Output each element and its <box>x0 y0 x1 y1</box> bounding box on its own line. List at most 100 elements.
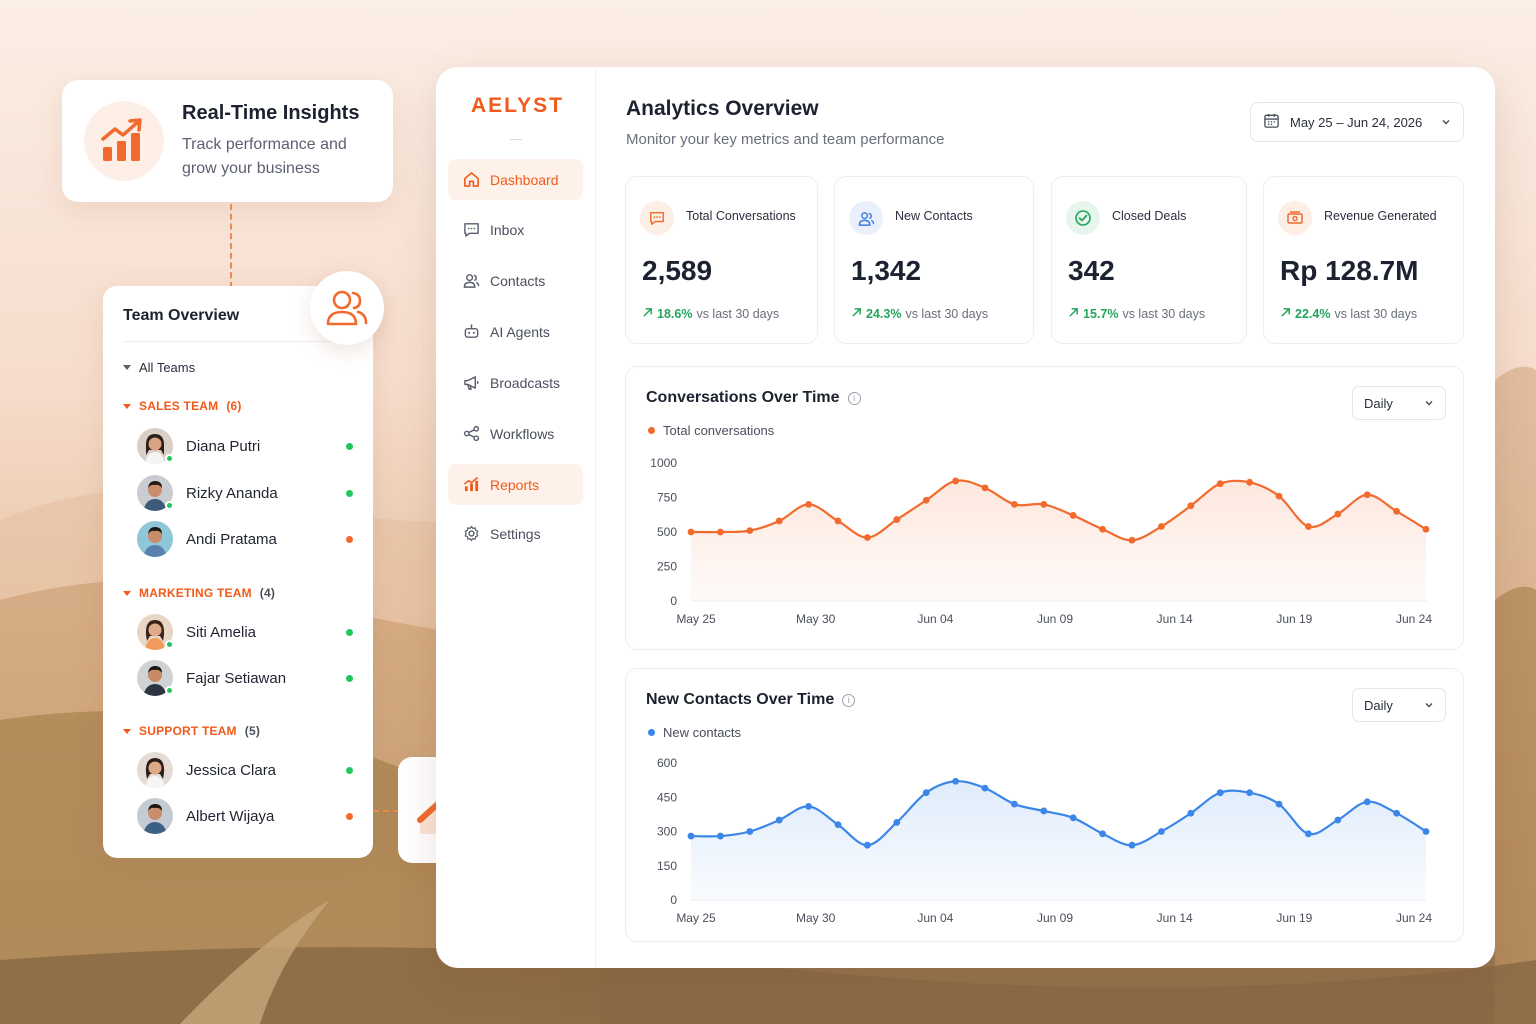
period-select[interactable]: Daily <box>1352 386 1446 420</box>
sidebar-item-dashboard[interactable]: Dashboard <box>448 159 583 200</box>
data-point <box>1393 809 1400 817</box>
team-member[interactable]: Rizky Ananda <box>137 474 353 512</box>
team-member[interactable]: Andi Pratama <box>137 520 353 558</box>
data-point <box>687 528 695 536</box>
kpi-card-new-contacts[interactable]: New Contacts 1,342 24.3% vs last 30 days <box>834 176 1034 344</box>
data-point <box>981 484 989 492</box>
data-point <box>1011 501 1018 508</box>
data-point <box>717 832 724 840</box>
kpi-delta-suffix: vs last 30 days <box>696 307 780 321</box>
avatar <box>137 428 174 464</box>
team-member[interactable]: Diana Putri <box>137 427 353 465</box>
kpi-delta-value: 18.6% <box>657 307 693 321</box>
chart-title-text: New Contacts Over Time <box>646 691 835 708</box>
group-name: SUPPORT TEAM <box>139 724 237 738</box>
status-dot <box>346 442 353 450</box>
kpi-card-closed-deals[interactable]: Closed Deals 342 15.7% vs last 30 days <box>1051 176 1247 344</box>
data-point <box>1158 828 1165 835</box>
member-name: Siti Amelia <box>186 623 257 641</box>
x-tick-label: Jun 14 <box>1157 612 1193 626</box>
team-member[interactable]: Siti Amelia <box>137 613 353 651</box>
kpi-card-revenue[interactable]: Revenue Generated Rp 128.7M 22.4% vs las… <box>1263 176 1464 344</box>
team-member[interactable]: Fajar Setiawan <box>137 659 353 697</box>
chart-card-new-contacts: 600 450 300 150 0 May 25 May 30 Jun 04 Jun 09 Jun… <box>625 668 1464 942</box>
y-tick-label: 1000 <box>650 456 677 470</box>
data-point <box>1275 492 1283 500</box>
y-tick-label: 600 <box>657 756 677 770</box>
data-point <box>1216 789 1224 797</box>
y-tick-label: 250 <box>657 560 677 574</box>
sidebar-item-contacts[interactable]: Contacts <box>448 260 583 301</box>
sidebar-item-label: Inbox <box>490 221 525 238</box>
kpi-delta-suffix: vs last 30 days <box>1334 307 1418 321</box>
kpi-label: Closed Deals <box>1112 209 1187 223</box>
group-name: SALES TEAM <box>139 399 219 413</box>
team-member[interactable]: Jessica Clara <box>137 751 353 789</box>
sidebar-item-ai-agents[interactable]: AI Agents <box>448 311 583 352</box>
avatar <box>137 752 173 788</box>
arrow-up-right-icon <box>1280 307 1291 321</box>
users-icon <box>849 201 883 235</box>
online-indicator <box>165 501 174 510</box>
data-point <box>1422 828 1430 835</box>
sidebar-item-label: Settings <box>490 525 541 542</box>
data-point <box>1187 809 1195 817</box>
sidebar-item-inbox[interactable]: Inbox <box>448 209 583 250</box>
online-indicator <box>165 686 174 695</box>
sidebar-item-label: Reports <box>490 476 540 493</box>
robot-icon <box>462 323 480 341</box>
series-area <box>691 480 1426 601</box>
data-point <box>864 841 871 849</box>
x-tick-label: May 30 <box>796 612 836 626</box>
caret-down-icon <box>123 590 131 596</box>
chevron-down-icon <box>1441 115 1451 130</box>
team-member[interactable]: Albert Wijaya <box>137 797 353 835</box>
date-range-picker[interactable]: May 25 – Jun 24, 2026 <box>1250 102 1464 142</box>
x-tick-label: Jun 09 <box>1037 911 1073 925</box>
kpi-label: Revenue Generated <box>1324 209 1437 223</box>
data-point <box>805 501 812 508</box>
legend-dot <box>648 729 655 736</box>
y-tick-label: 0 <box>670 893 677 907</box>
kpi-delta: 15.7% vs last 30 days <box>1068 307 1205 321</box>
sidebar-item-reports[interactable]: Reports <box>448 464 583 505</box>
status-dot <box>346 812 353 820</box>
connector-line <box>373 810 399 812</box>
users-icon <box>326 290 368 326</box>
arrow-up-right-icon <box>1068 307 1079 321</box>
insight-subtitle: Track performance and grow your business <box>182 135 347 177</box>
data-point <box>1187 502 1195 510</box>
kpi-label: New Contacts <box>895 209 973 223</box>
chevron-down-icon <box>1424 698 1434 713</box>
group-name: MARKETING TEAM <box>139 586 252 600</box>
period-select-value: Daily <box>1364 697 1393 713</box>
date-range-value: May 25 – Jun 24, 2026 <box>1290 114 1423 130</box>
period-select-value: Daily <box>1364 395 1393 411</box>
kpi-value: 1,342 <box>851 255 922 286</box>
data-point <box>746 828 754 835</box>
info-icon[interactable]: i <box>847 391 861 405</box>
x-tick-label: Jun 19 <box>1276 612 1312 626</box>
sidebar-item-label: Dashboard <box>490 171 559 188</box>
sidebar-item-settings[interactable]: Settings <box>448 513 583 554</box>
x-tick-label: Jun 19 <box>1276 911 1312 925</box>
team-group-support[interactable]: SUPPORT TEAM (5) <box>123 724 260 738</box>
all-teams-toggle[interactable]: All Teams <box>123 360 195 375</box>
data-point <box>922 496 930 504</box>
group-count: (5) <box>244 724 261 738</box>
sidebar-item-workflows[interactable]: Workflows <box>448 413 583 454</box>
sidebar-item-broadcasts[interactable]: Broadcasts <box>448 362 583 403</box>
data-point <box>1069 814 1077 822</box>
data-point <box>1158 523 1165 530</box>
kpi-card-total-conversations[interactable]: Total Conversations 2,589 18.6% vs last … <box>625 176 818 344</box>
avatar <box>137 614 174 650</box>
online-indicator <box>165 454 174 463</box>
team-group-marketing[interactable]: MARKETING TEAM (4) <box>123 586 275 600</box>
kpi-delta: 18.6% vs last 30 days <box>642 307 779 321</box>
users-icon <box>462 272 480 290</box>
team-group-sales[interactable]: SALES TEAM (6) <box>123 399 242 413</box>
info-icon[interactable]: i <box>842 693 856 707</box>
sidebar-item-label: Workflows <box>490 425 555 442</box>
data-point <box>893 818 901 826</box>
period-select[interactable]: Daily <box>1352 688 1446 722</box>
